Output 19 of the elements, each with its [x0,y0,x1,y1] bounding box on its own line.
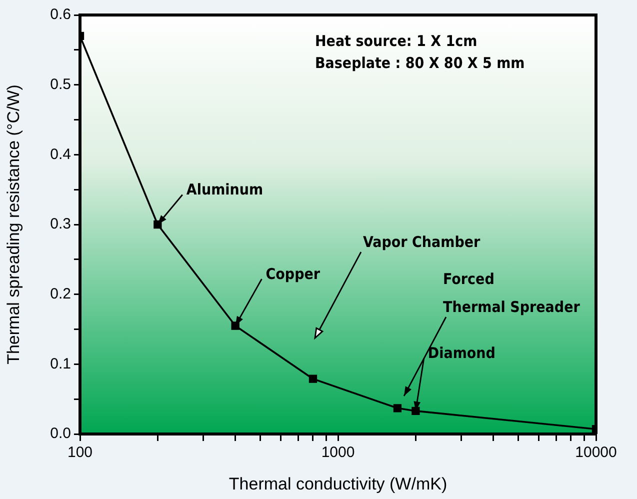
annotation: Diamond [428,344,496,362]
y-tick-label: 0.6 [50,6,71,24]
annotation: Copper [266,264,320,283]
y-tick-label: 0.0 [50,425,71,442]
x-tick-label: 100 [67,444,93,462]
y-axis-title: Thermal spreading resistance (°C/W) [4,84,23,364]
y-tick-label: 0.2 [50,285,71,302]
x-axis-title: Thermal conductivity (W/mK) [228,474,448,494]
y-tick-label: 0.3 [50,216,71,233]
annotation: Baseplate : 80 X 80 X 5 mm [315,54,525,72]
annotation: Forced Thermal Spreader [443,270,580,316]
y-tick-label: 0.5 [50,76,71,93]
annotation: Heat source: 1 X 1cm [315,32,478,50]
y-tick-label: 0.1 [50,355,71,372]
y-tick-label: 0.4 [50,146,71,163]
annotation: Aluminum [186,180,264,199]
annotation: Vapor Chamber [363,232,481,251]
x-tick-label: 1000 [321,444,355,462]
x-tick-label: 10000 [575,444,617,462]
